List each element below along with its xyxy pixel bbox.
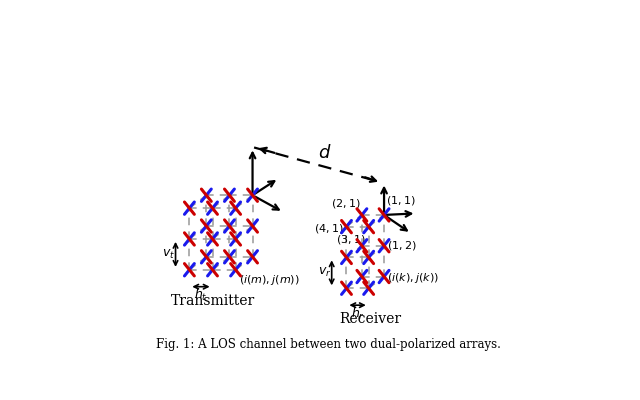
Text: $(1,2)$: $(1,2)$	[387, 239, 417, 252]
Text: Transmitter: Transmitter	[170, 294, 255, 308]
Text: $(i(k),j(k))$: $(i(k),j(k))$	[387, 271, 439, 285]
Text: Fig. 1: A LOS channel between two dual-polarized arrays.: Fig. 1: A LOS channel between two dual-p…	[156, 338, 500, 351]
Text: $(i(m),j(m))$: $(i(m),j(m))$	[239, 273, 300, 287]
Text: Receiver: Receiver	[339, 312, 401, 326]
Text: $h_t$: $h_t$	[194, 287, 208, 303]
Text: $d$: $d$	[317, 144, 332, 162]
Text: $(1,1)$: $(1,1)$	[385, 194, 415, 207]
Text: $h_r$: $h_r$	[351, 306, 365, 322]
Text: $(2,1)$: $(2,1)$	[331, 197, 360, 210]
Text: $v_r$: $v_r$	[318, 266, 332, 279]
Text: $v_t$: $v_t$	[162, 248, 175, 261]
Text: $(3,1)$: $(3,1)$	[336, 233, 365, 246]
Text: $(4,1)$: $(4,1)$	[314, 222, 344, 235]
